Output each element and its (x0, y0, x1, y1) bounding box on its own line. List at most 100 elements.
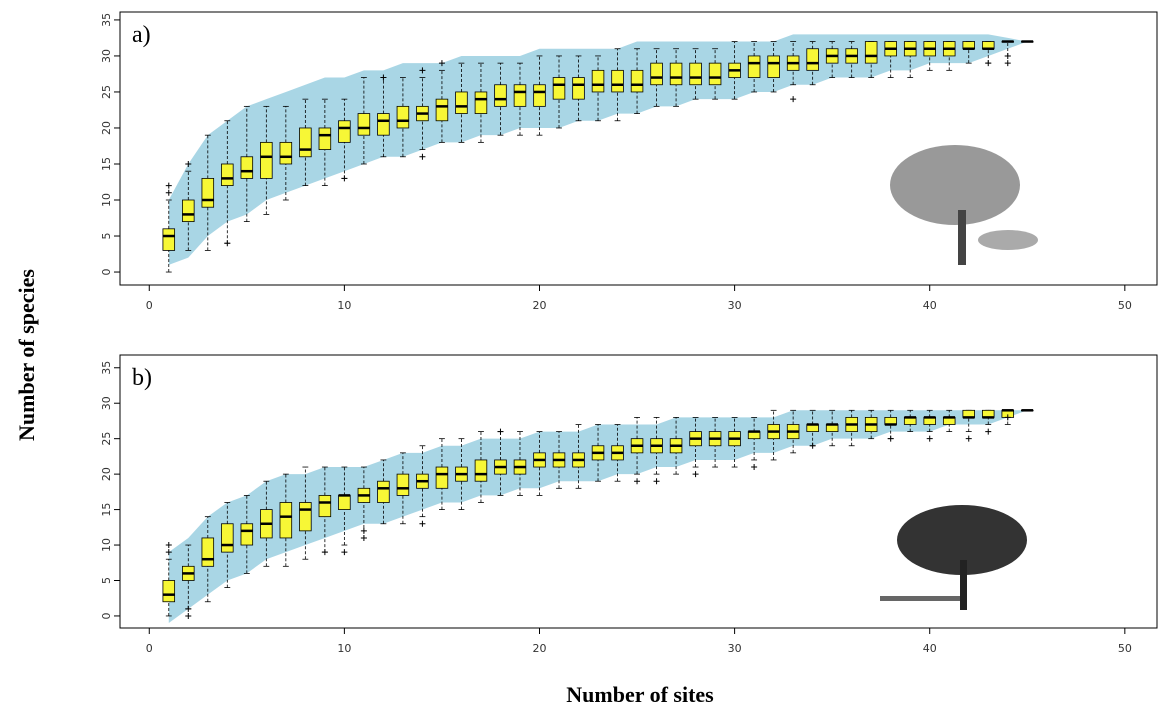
outlier (165, 549, 172, 556)
box (357, 113, 371, 136)
outlier (497, 428, 504, 435)
panel: b) 0 5 10 15 20 25 30 35 0 10 20 30 40 50 (100, 354, 1158, 655)
y-tick-label: 10 (100, 193, 113, 207)
panel: a) 0 5 10 15 20 25 30 35 0 10 20 30 40 50 (100, 11, 1158, 312)
outlier (985, 428, 992, 435)
x-tick-label: 40 (923, 642, 937, 655)
box (396, 473, 410, 496)
y-tick-label: 0 (100, 612, 113, 619)
y-tick-label: 5 (100, 233, 113, 240)
box (806, 48, 819, 71)
box (552, 77, 566, 100)
x-tick-label: 20 (532, 642, 546, 655)
box (221, 523, 234, 553)
outlier (965, 435, 972, 442)
y-tick-label: 15 (100, 503, 113, 517)
box (338, 494, 351, 510)
y-tick-label: 25 (100, 432, 113, 446)
box (474, 91, 488, 114)
y-axis-label: Number of species (14, 269, 39, 441)
outlier (1004, 60, 1011, 67)
y-tick-label: 30 (100, 49, 113, 63)
outlier (653, 478, 660, 485)
box (591, 69, 605, 93)
x-tick-label: 50 (1118, 299, 1132, 312)
box (162, 580, 176, 603)
box (474, 459, 488, 482)
x-tick-label: 50 (1118, 642, 1132, 655)
outlier (692, 471, 699, 478)
outlier (165, 182, 172, 189)
outlier (985, 60, 992, 67)
plot-frame (119, 11, 1158, 286)
box (767, 55, 780, 78)
x-tick-label: 0 (146, 642, 153, 655)
y-tick-label: 25 (100, 85, 113, 99)
box (338, 120, 351, 143)
outlier (185, 160, 192, 167)
y-tick-label: 20 (100, 121, 113, 135)
box (435, 98, 449, 122)
box (299, 127, 312, 158)
y-tick-label: 15 (100, 157, 113, 171)
x-tick-label: 10 (337, 299, 351, 312)
box (513, 84, 527, 107)
y-tick-label: 35 (100, 13, 113, 27)
outlier (341, 175, 348, 182)
box (240, 156, 254, 179)
outlier (360, 534, 367, 541)
plot-frame (119, 354, 1158, 629)
box (299, 502, 312, 532)
outlier (224, 240, 231, 247)
box (708, 62, 722, 86)
box (611, 69, 624, 93)
box (864, 41, 878, 64)
box (240, 523, 254, 546)
x-tick-label: 0 (146, 299, 153, 312)
box (669, 62, 683, 86)
outlier (419, 520, 426, 527)
outlier (926, 435, 933, 442)
box (747, 55, 761, 78)
box (182, 199, 195, 223)
tree-illustration-b (880, 505, 1027, 610)
box (630, 69, 644, 93)
box (201, 177, 215, 208)
tree-illustration-a (890, 145, 1038, 265)
outlier (185, 605, 192, 612)
box (221, 163, 234, 186)
box (689, 62, 702, 86)
outlier (165, 542, 172, 549)
panel-label: b) (132, 365, 152, 391)
outlier (419, 67, 426, 74)
outlier (341, 549, 348, 556)
y-tick-label: 10 (100, 538, 113, 552)
outlier (790, 96, 797, 103)
y-tick-label: 5 (100, 577, 113, 584)
outlier (887, 435, 894, 442)
box (318, 494, 332, 518)
box (572, 77, 585, 100)
x-tick-label: 30 (728, 299, 742, 312)
y-tick-label: 35 (100, 361, 113, 375)
box (377, 113, 390, 136)
x-axis-label: Number of sites (566, 682, 714, 707)
outlier (809, 442, 816, 449)
outlier (360, 527, 367, 534)
outlier (419, 153, 426, 160)
box (494, 84, 507, 107)
outlier (634, 478, 641, 485)
x-tick-label: 30 (728, 642, 742, 655)
y-tick-label: 30 (100, 396, 113, 410)
box (435, 466, 449, 489)
outlier (1004, 414, 1011, 421)
x-tick-label: 40 (923, 299, 937, 312)
outlier (1004, 52, 1011, 59)
y-tick-label: 0 (100, 269, 113, 276)
box (377, 480, 390, 503)
box (396, 105, 410, 129)
outlier (438, 60, 445, 67)
box (279, 141, 293, 165)
box (260, 141, 273, 179)
